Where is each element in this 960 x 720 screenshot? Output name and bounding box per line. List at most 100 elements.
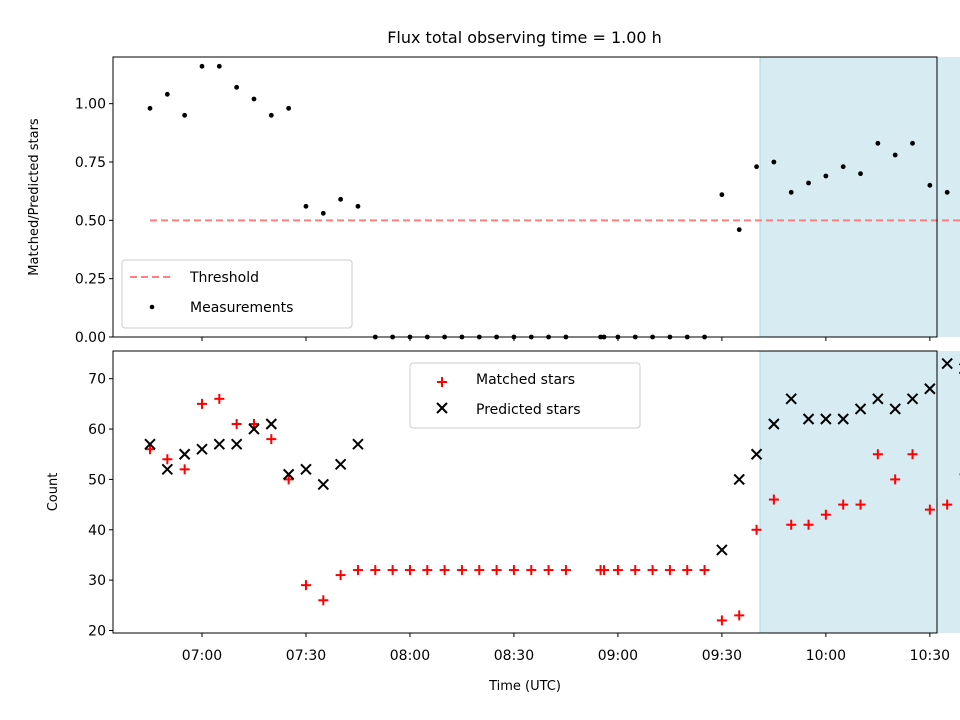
predicted-star-point: [300, 463, 312, 476]
highlight-band: [760, 57, 960, 337]
matched-star-point: [838, 499, 849, 510]
x-tick-label: 07:30: [286, 648, 326, 664]
legend: Matched stars Predicted stars: [409, 362, 641, 429]
plot-frame: [112, 350, 938, 634]
matched-star-point: [387, 565, 398, 576]
predicted-star-point: [750, 448, 763, 460]
measurement-point: [858, 171, 863, 177]
matched-star-point: [352, 565, 363, 576]
legend-threshold-label: Threshold: [189, 270, 259, 286]
legend-box: [409, 362, 641, 429]
x-axis-ticks: 07:00 07:30 08:00 08:30 09:00 09:30 10:00 10:30…: [182, 633, 950, 664]
predicted-star-point: [924, 383, 936, 395]
measurement-point: [320, 210, 326, 216]
legend-matched-swatch: [437, 377, 447, 387]
y-tick-label: 0.25: [75, 272, 106, 288]
y-tick-label: 20: [88, 623, 106, 639]
matched-star-point: [872, 449, 883, 460]
x-tick-label: 10:00: [806, 648, 846, 664]
matched-star-point: [768, 494, 779, 505]
predicted-star-point: [213, 438, 226, 450]
measurement-points: [147, 63, 950, 340]
measurement-point: [182, 112, 188, 118]
matched-star-point: [786, 519, 797, 530]
matched-star-point: [231, 419, 242, 430]
predicted-star-point: [144, 438, 156, 450]
predicted-star-point: [352, 438, 364, 450]
matched-star-point: [404, 565, 415, 576]
predicted-star-point: [768, 418, 780, 430]
matched-star-point: [370, 565, 381, 576]
measurement-point: [251, 96, 257, 102]
matched-star-point: [924, 504, 935, 515]
matched-star-point: [664, 565, 675, 576]
measurement-point: [199, 63, 205, 69]
matched-star-point: [820, 509, 831, 520]
measurement-point: [754, 164, 759, 170]
measurement-point: [788, 189, 794, 195]
measurement-point: [806, 180, 811, 186]
measurement-point: [771, 159, 777, 165]
matched-star-point: [526, 565, 537, 576]
matched-star-point: [560, 565, 571, 576]
matched-star-point: [491, 565, 502, 576]
predicted-star-point: [854, 403, 867, 415]
matched-star-point: [456, 565, 467, 576]
y-axis-ticks: 0.00 0.25 0.50 0.75 1.00: [75, 97, 113, 346]
x-tick-label: 09:30: [702, 648, 742, 664]
matched-star-point: [699, 565, 710, 576]
predicted-star-point: [906, 393, 919, 405]
predicted-star-point: [889, 403, 901, 415]
matched-star-point: [179, 464, 190, 475]
y-tick-label: 1.00: [75, 97, 106, 113]
predicted-star-point: [196, 443, 208, 455]
predicted-star-point: [265, 418, 278, 430]
predicted-star-point: [248, 423, 260, 435]
matched-star-point: [599, 565, 610, 576]
matched-star-point: [543, 565, 554, 576]
measurement-point: [910, 140, 915, 146]
legend-measurements-label: Measurements: [190, 300, 293, 316]
matched-star-point: [162, 454, 173, 465]
predicted-star-point: [941, 357, 953, 370]
matched-star-point: [335, 570, 346, 581]
highlight-region: [759, 351, 960, 633]
predicted-star-point: [161, 463, 174, 476]
measurement-point: [286, 105, 292, 111]
x-tick-label: 08:30: [494, 648, 534, 664]
measurement-point: [736, 227, 742, 233]
measurement-point: [875, 140, 881, 146]
measurement-point: [840, 164, 846, 170]
highlight-band: [760, 351, 960, 633]
matched-star-point: [248, 419, 259, 430]
legend-predicted-label: Predicted stars: [476, 402, 581, 418]
predicted-star-point: [820, 413, 832, 425]
matched-star-point: [890, 474, 901, 485]
matched-star-point: [300, 580, 311, 591]
legend-matched-label: Matched stars: [476, 372, 575, 388]
measurement-point: [268, 112, 274, 118]
matched-star-point: [612, 565, 623, 576]
predicted-star-point: [282, 468, 295, 481]
measurement-point: [338, 196, 344, 202]
y-axis-label: Matched/Predicted stars: [27, 118, 42, 276]
predicted-star-point: [317, 478, 330, 491]
predicted-star-point: [334, 458, 347, 471]
matched-star-point: [734, 610, 745, 621]
matched-star-point: [855, 499, 866, 510]
y-tick-label: 0.50: [75, 213, 106, 229]
y-tick-label: 0.75: [75, 155, 106, 171]
matched-star-point: [214, 393, 225, 404]
matched-star-point: [630, 565, 641, 576]
x-axis-label: Time (UTC): [488, 679, 561, 694]
matched-star-point: [318, 595, 329, 606]
matched-star-point: [716, 615, 727, 626]
measurement-point: [303, 203, 309, 209]
measurement-point: [164, 91, 170, 97]
matched-star-point: [145, 444, 155, 455]
measurement-point: [147, 105, 153, 111]
y-tick-label: 40: [88, 523, 106, 539]
matched-star-point: [907, 449, 918, 460]
measurement-point: [927, 182, 933, 188]
